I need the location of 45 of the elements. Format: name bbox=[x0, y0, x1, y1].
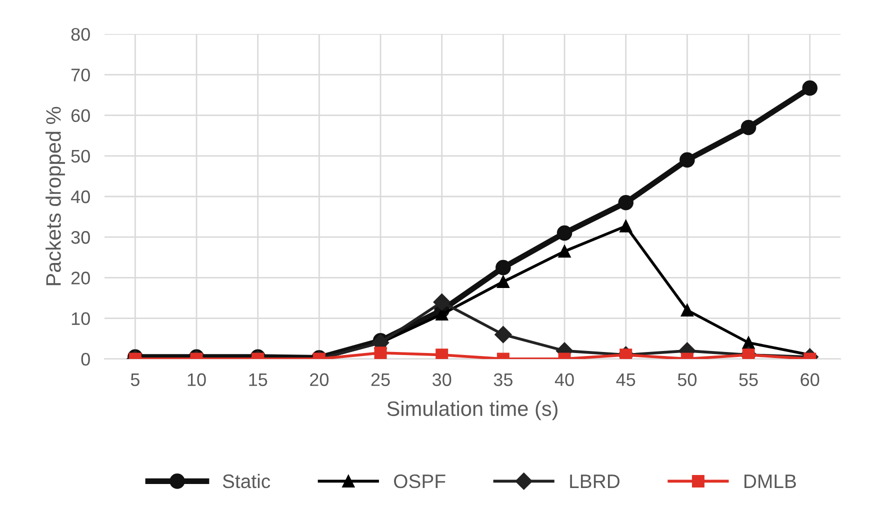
y-tick-label: 20 bbox=[71, 272, 90, 284]
legend-label: OSPF bbox=[394, 474, 446, 488]
point bbox=[494, 326, 512, 344]
x-tick-label: 20 bbox=[310, 373, 329, 386]
point bbox=[740, 120, 756, 136]
x-tick-label: 40 bbox=[554, 373, 574, 386]
y-tick-label: 0 bbox=[81, 352, 90, 366]
point bbox=[433, 294, 450, 311]
point bbox=[802, 80, 818, 96]
y-tick-label: 70 bbox=[71, 68, 90, 82]
x-tick-label: 60 bbox=[800, 373, 820, 386]
x-tick-label: 50 bbox=[678, 373, 697, 386]
x-tick-label: 15 bbox=[249, 373, 268, 386]
point bbox=[556, 225, 572, 241]
point bbox=[436, 308, 448, 321]
point bbox=[620, 220, 632, 232]
legend-label: Static bbox=[222, 474, 270, 488]
x-tick-label: 45 bbox=[616, 373, 636, 386]
point bbox=[680, 152, 695, 168]
x-tick-label: 55 bbox=[739, 373, 758, 386]
legend-label: LBRD bbox=[570, 474, 620, 488]
legend-label: DMLB bbox=[744, 474, 796, 488]
y-tick-label: 80 bbox=[71, 28, 90, 41]
point bbox=[496, 260, 511, 276]
x-tick-label: 5 bbox=[130, 373, 140, 386]
x-axis-title: Simulation time (s) bbox=[387, 400, 558, 420]
point bbox=[618, 194, 634, 210]
point bbox=[436, 348, 448, 359]
point bbox=[374, 346, 387, 359]
y-tick-label: 30 bbox=[71, 231, 90, 244]
y-axis-title: Packets dropped % bbox=[46, 106, 65, 286]
x-tick-label: 35 bbox=[494, 373, 512, 386]
y-tick-label: 40 bbox=[70, 190, 90, 204]
point bbox=[742, 348, 755, 359]
x-tick-label: 25 bbox=[371, 373, 390, 386]
point bbox=[496, 276, 510, 288]
y-tick-label: 60 bbox=[71, 109, 90, 122]
x-tick-label: 30 bbox=[432, 373, 452, 386]
point bbox=[558, 245, 571, 258]
point bbox=[620, 348, 632, 359]
x-tick-label: 10 bbox=[188, 373, 206, 386]
point bbox=[742, 336, 755, 349]
point bbox=[680, 304, 694, 316]
y-tick-label: 10 bbox=[72, 312, 90, 326]
y-tick-label: 50 bbox=[71, 150, 90, 163]
